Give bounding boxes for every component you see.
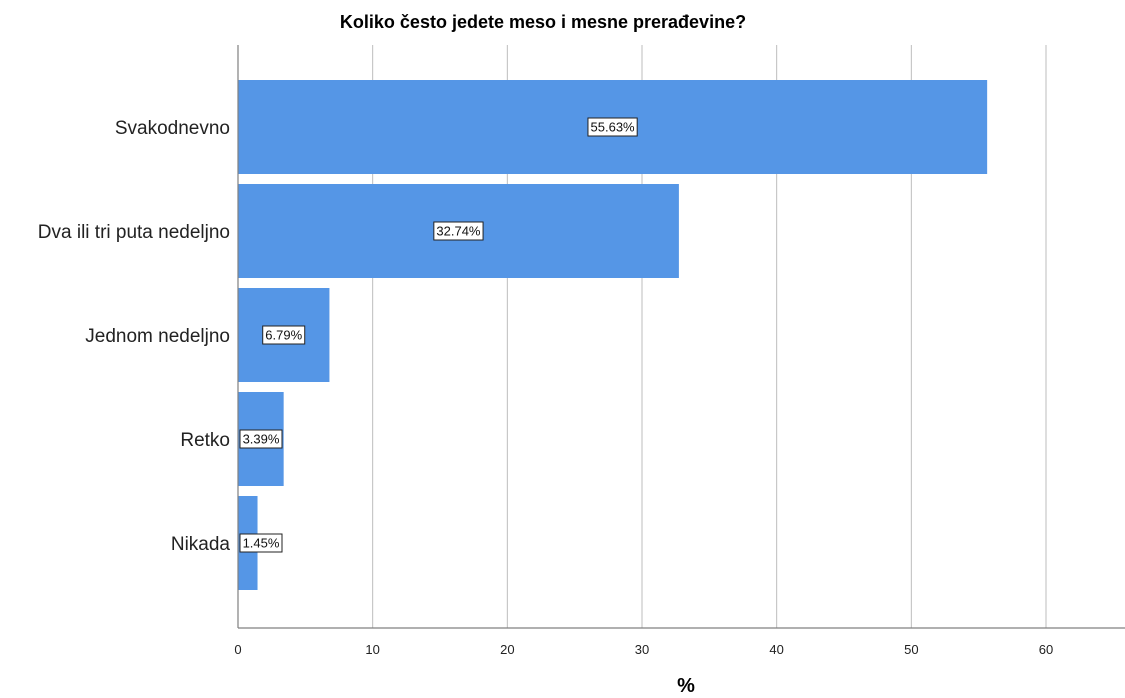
x-tick-label: 10 [365,642,379,657]
data-label-text: 32.74% [436,224,481,239]
category-label: Retko [180,430,230,451]
category-label: Svakodnevno [115,118,230,139]
x-tick-label: 60 [1039,642,1053,657]
data-labels: 55.63% 32.74% 6.79% 3.39% 1.45% [239,117,638,553]
data-label: 32.74% [433,221,484,241]
category-labels: Svakodnevno Dva ili tri puta nedeljno Jedn… [38,118,231,555]
data-label: 6.79% [262,325,306,345]
data-label-text: 55.63% [591,120,636,135]
category-label: Nikada [171,534,231,555]
data-label-text: 1.45% [243,536,280,551]
data-label-box [262,325,306,345]
category-label: Jednom nedeljno [85,326,230,347]
data-label: 1.45% [239,533,283,553]
data-label: 3.39% [239,429,283,449]
category-label: Dva ili tri puta nedeljno [38,222,230,243]
data-label-text: 6.79% [265,328,302,343]
x-tick-label: 0 [234,642,241,657]
data-label-box [587,117,638,137]
bars [238,80,988,590]
x-axis-title: % [677,675,695,697]
data-label: 55.63% [587,117,638,137]
data-label-box [433,221,484,241]
x-tick-label: 40 [769,642,783,657]
data-label-box [239,429,283,449]
x-tick-label: 30 [635,642,649,657]
x-tick-labels: 0 10 20 30 40 50 60 [234,642,1053,657]
data-label-text: 3.39% [243,432,280,447]
data-label-box [239,533,283,553]
x-tick-label: 20 [500,642,514,657]
chart-title: Koliko često jedete meso i mesne prerađe… [340,12,746,32]
x-tick-label: 50 [904,642,918,657]
